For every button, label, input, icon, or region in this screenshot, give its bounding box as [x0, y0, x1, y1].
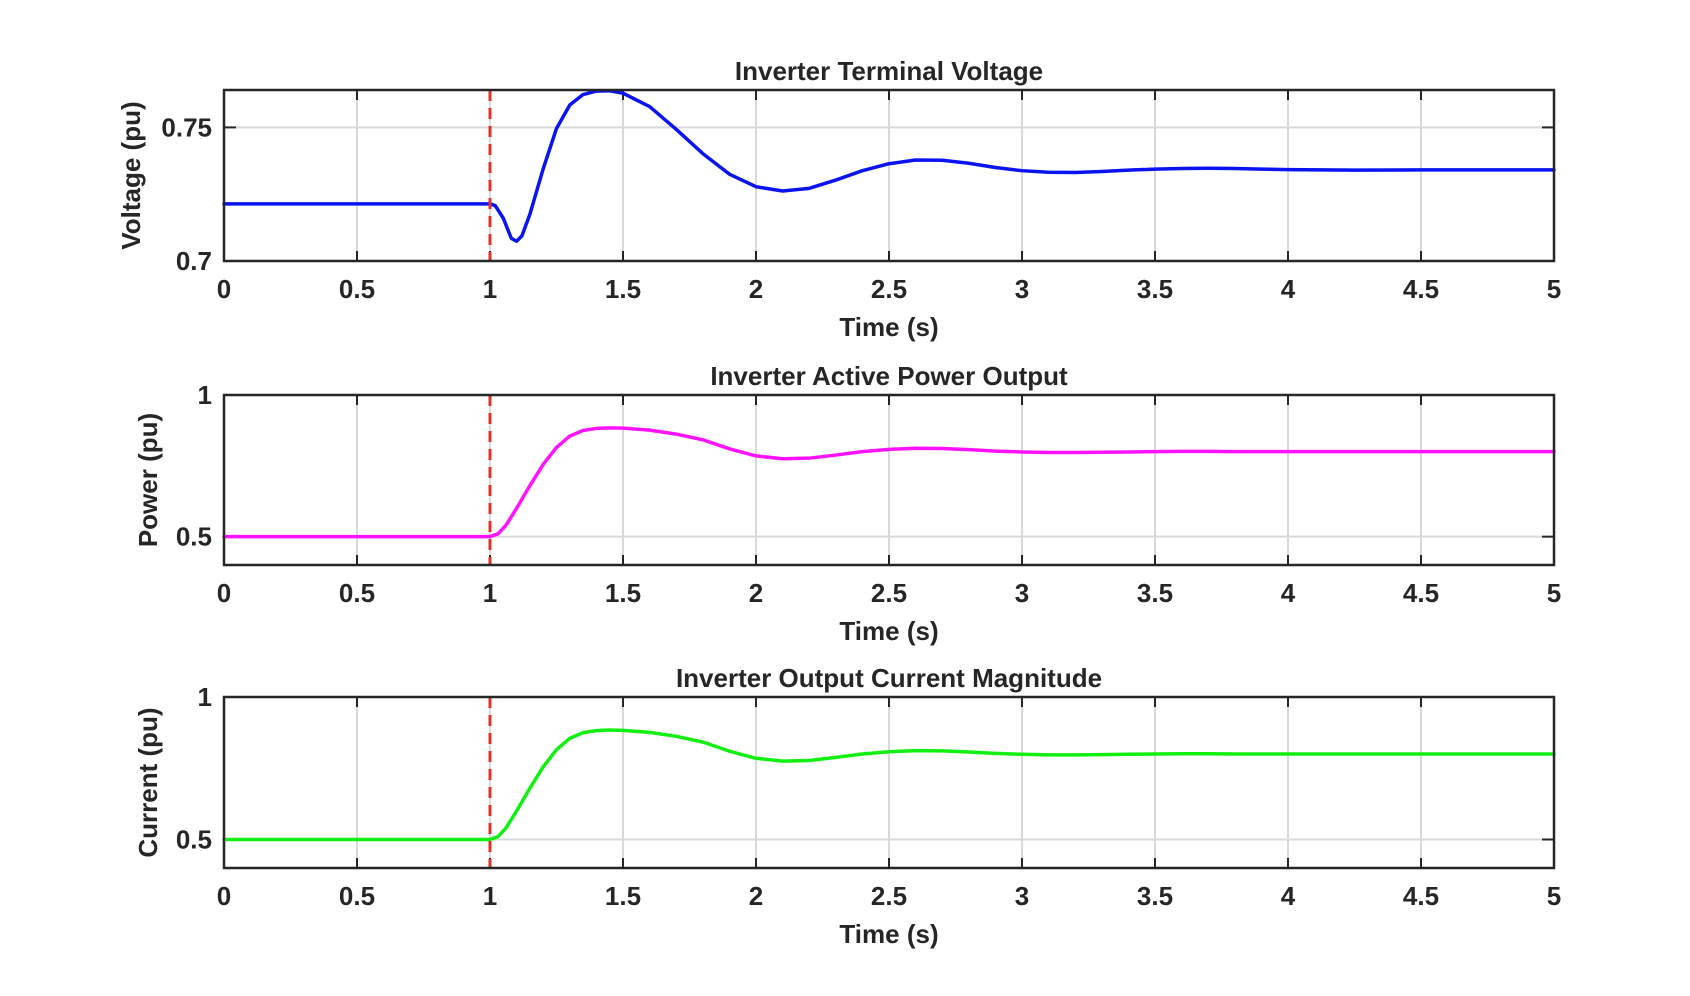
chart-title: Inverter Terminal Voltage	[735, 56, 1043, 86]
x-tick-label: 4	[1281, 274, 1296, 304]
data-series-line	[222, 89, 1556, 243]
data-series-line	[222, 728, 1556, 842]
power-panel: Inverter Active Power Output Time (s) Po…	[133, 361, 1561, 646]
y-tick-label: 1	[198, 380, 212, 410]
axes-box	[222, 695, 1556, 870]
x-tick-label: 0.5	[339, 578, 375, 608]
x-tick-label: 0	[217, 274, 231, 304]
x-tick-label: 2	[749, 881, 763, 911]
chart-title: Inverter Output Current Magnitude	[676, 663, 1102, 693]
x-tick-label: 2	[749, 274, 763, 304]
data-series-line	[222, 426, 1556, 539]
x-tick-label: 0	[217, 881, 231, 911]
y-tick-label: 0.5	[176, 522, 212, 552]
x-tick-label: 1.5	[605, 578, 641, 608]
y-tick-label: 0.7	[176, 246, 212, 276]
x-tick-label: 3	[1015, 578, 1029, 608]
x-tick-label: 1.5	[605, 881, 641, 911]
x-tick-label: 2	[749, 578, 763, 608]
y-tick-label: 0.75	[161, 112, 212, 142]
x-tick-label: 3.5	[1137, 578, 1173, 608]
x-tick-label: 0.5	[339, 881, 375, 911]
x-tick-label: 4.5	[1403, 274, 1439, 304]
y-axis-label: Power (pu)	[133, 413, 163, 547]
x-axis-label: Time (s)	[839, 616, 938, 646]
x-tick-label: 2.5	[871, 274, 907, 304]
x-tick-label: 5	[1547, 881, 1561, 911]
axes-box	[222, 88, 1556, 263]
x-tick-label: 0.5	[339, 274, 375, 304]
x-tick-label: 3.5	[1137, 274, 1173, 304]
y-axis-label: Voltage (pu)	[116, 101, 146, 249]
x-tick-label: 3.5	[1137, 881, 1173, 911]
x-tick-label: 1	[483, 881, 497, 911]
x-tick-label: 3	[1015, 274, 1029, 304]
x-tick-label: 1	[483, 578, 497, 608]
x-tick-label: 1	[483, 274, 497, 304]
x-tick-label: 4	[1281, 578, 1296, 608]
voltage-panel: Inverter Terminal Voltage Time (s) Volta…	[116, 56, 1561, 342]
x-tick-label: 5	[1547, 274, 1561, 304]
x-tick-label: 2.5	[871, 881, 907, 911]
axes-box	[222, 393, 1556, 567]
y-axis-label: Current (pu)	[133, 707, 163, 857]
x-axis-label: Time (s)	[839, 919, 938, 949]
x-tick-label: 3	[1015, 881, 1029, 911]
x-tick-label: 1.5	[605, 274, 641, 304]
x-axis-label: Time (s)	[839, 312, 938, 342]
x-tick-label: 4.5	[1403, 881, 1439, 911]
x-tick-label: 5	[1547, 578, 1561, 608]
chart-title: Inverter Active Power Output	[710, 361, 1068, 391]
y-tick-label: 0.5	[176, 825, 212, 855]
current-panel: Inverter Output Current Magnitude Time (…	[133, 663, 1561, 949]
x-tick-label: 0	[217, 578, 231, 608]
y-tick-label: 1	[198, 682, 212, 712]
x-tick-label: 4.5	[1403, 578, 1439, 608]
x-tick-label: 4	[1281, 881, 1296, 911]
x-tick-label: 2.5	[871, 578, 907, 608]
